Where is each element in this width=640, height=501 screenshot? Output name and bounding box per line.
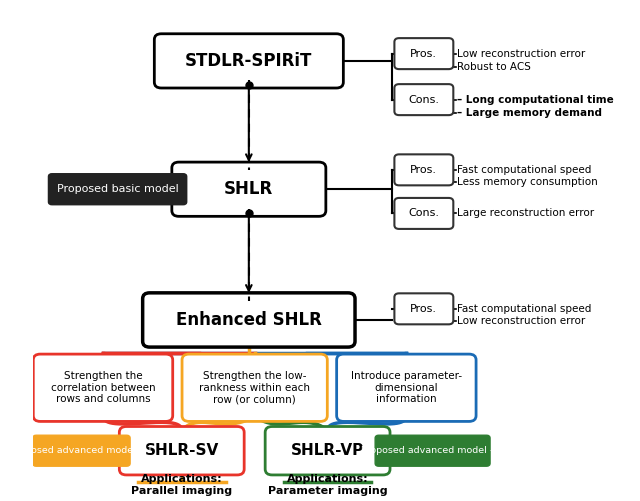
Text: Fast computational speed: Fast computational speed [456,304,591,314]
Text: Cons.: Cons. [408,95,439,105]
Text: Proposed basic model: Proposed basic model [57,184,179,194]
FancyBboxPatch shape [182,354,327,421]
FancyBboxPatch shape [49,174,187,205]
Text: Enhanced SHLR: Enhanced SHLR [176,311,322,329]
Text: SHLR-SV: SHLR-SV [145,443,219,458]
Text: Less memory consumption: Less memory consumption [456,177,597,187]
FancyBboxPatch shape [375,435,490,466]
FancyBboxPatch shape [265,426,390,475]
FancyBboxPatch shape [337,354,476,421]
Text: Pros.: Pros. [410,165,437,175]
Text: – Large memory demand: – Large memory demand [456,108,602,118]
FancyBboxPatch shape [394,38,453,69]
Text: Fast computational speed: Fast computational speed [456,165,591,175]
FancyBboxPatch shape [154,34,343,88]
Text: Proposed advanced model #1: Proposed advanced model #1 [10,446,153,455]
Text: Applications:
Parallel imaging: Applications: Parallel imaging [131,474,232,495]
Text: Proposed advanced model #2: Proposed advanced model #2 [361,446,504,455]
FancyBboxPatch shape [394,293,453,324]
Text: SHLR-VP: SHLR-VP [291,443,364,458]
Text: Robust to ACS: Robust to ACS [456,62,531,72]
FancyBboxPatch shape [394,154,453,185]
Text: Pros.: Pros. [410,49,437,59]
Text: – Long computational time: – Long computational time [456,95,613,105]
Text: Strengthen the low-
rankness within each
row (or column): Strengthen the low- rankness within each… [199,371,310,404]
FancyBboxPatch shape [394,84,453,115]
FancyBboxPatch shape [143,293,355,347]
Text: Cons.: Cons. [408,208,439,218]
FancyBboxPatch shape [394,198,453,229]
FancyBboxPatch shape [33,354,173,421]
Text: SHLR: SHLR [224,180,273,198]
Text: Pros.: Pros. [410,304,437,314]
Text: Strengthen the
correlation between
rows and columns: Strengthen the correlation between rows … [51,371,156,404]
Text: STDLR-SPIRiT: STDLR-SPIRiT [185,52,312,70]
Text: Introduce parameter-
dimensional
information: Introduce parameter- dimensional informa… [351,371,462,404]
FancyBboxPatch shape [172,162,326,216]
Text: Applications:
Parameter imaging: Applications: Parameter imaging [268,474,387,495]
Text: Low reconstruction error: Low reconstruction error [456,49,585,59]
Text: Large reconstruction error: Large reconstruction error [456,208,594,218]
Text: Low reconstruction error: Low reconstruction error [456,316,585,326]
FancyBboxPatch shape [119,426,244,475]
FancyBboxPatch shape [33,435,130,466]
